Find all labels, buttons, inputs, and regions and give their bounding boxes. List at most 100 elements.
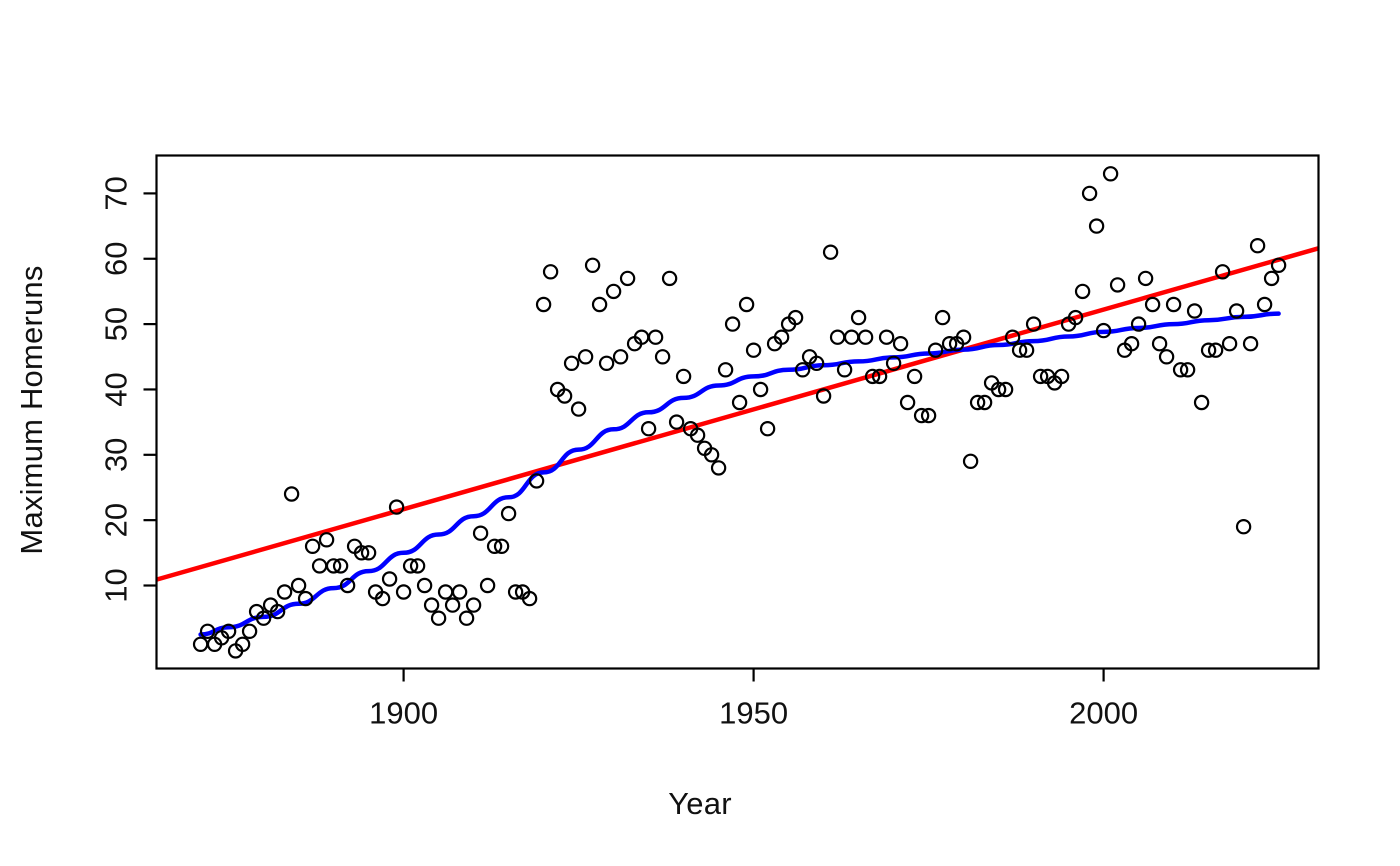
data-point [1179, 362, 1196, 378]
data-point [1123, 336, 1140, 352]
data-point [836, 362, 853, 378]
data-point [521, 590, 538, 607]
data-point [1074, 283, 1091, 300]
data-point [577, 349, 594, 365]
data-point [731, 394, 748, 411]
data-point [829, 329, 846, 345]
data-point [794, 362, 811, 378]
data-point [1186, 303, 1203, 319]
data-point [563, 355, 580, 371]
data-point [1193, 394, 1210, 411]
data-point [913, 407, 930, 424]
data-point [241, 623, 258, 640]
data-point [871, 368, 888, 385]
data-point [1102, 166, 1119, 182]
data-point [1032, 368, 1049, 385]
y-tick-label: 50 [99, 307, 134, 341]
data-point [1053, 368, 1070, 385]
x-tick-label: 1950 [719, 696, 788, 731]
data-point [1067, 309, 1084, 326]
data-point [787, 309, 804, 326]
data-point [283, 486, 300, 502]
data-point [759, 421, 776, 437]
data-point [612, 349, 629, 365]
data-point [430, 610, 447, 626]
data-point [808, 355, 825, 371]
data-point [1172, 362, 1189, 378]
data-point [878, 329, 895, 345]
data-point [472, 525, 489, 541]
data-point [1207, 342, 1224, 358]
x-axis-title: Year [668, 786, 732, 821]
data-point [864, 368, 881, 385]
data-point [710, 460, 727, 476]
data-point [1214, 264, 1231, 280]
data-point [423, 597, 440, 613]
data-point [1242, 336, 1259, 352]
data-point [220, 623, 237, 640]
data-point [437, 584, 454, 600]
data-point [304, 538, 321, 555]
y-axis-title: Maximum Homeruns [14, 265, 49, 555]
data-point [395, 584, 412, 600]
data-point [290, 577, 307, 594]
data-point [668, 414, 685, 430]
data-point [1221, 336, 1238, 352]
data-point [1144, 296, 1161, 313]
data-point [1011, 342, 1028, 358]
data-point [591, 296, 608, 313]
data-point [276, 584, 293, 600]
data-point [990, 381, 1007, 398]
data-point [752, 381, 769, 398]
data-point [325, 558, 342, 574]
data-point [535, 296, 552, 313]
regression-line [155, 246, 1320, 582]
loess-curve [198, 311, 1281, 637]
data-point [192, 636, 209, 653]
data-point [1081, 185, 1098, 202]
data-point [843, 329, 860, 345]
data-point [745, 342, 762, 358]
data-point [997, 381, 1014, 398]
data-point [402, 558, 419, 574]
data-point [815, 388, 832, 404]
data-point [465, 597, 482, 613]
data-point [1004, 329, 1021, 345]
y-tick-label: 40 [99, 372, 134, 406]
plot-border [155, 154, 1320, 670]
data-point [1025, 316, 1042, 332]
data-point [542, 264, 559, 280]
data-point [1249, 237, 1266, 254]
data-point [1137, 270, 1154, 287]
data-point [619, 270, 636, 287]
data-point [927, 342, 944, 358]
data-point [451, 584, 468, 600]
data-point [584, 257, 601, 273]
data-point [1109, 277, 1126, 293]
y-tick-label: 60 [99, 242, 134, 276]
data-point [1095, 322, 1112, 339]
data-point [934, 309, 951, 326]
data-point [969, 394, 986, 411]
data-point [899, 394, 916, 411]
data-point [1018, 342, 1035, 358]
data-point [941, 336, 958, 352]
data-point [906, 368, 923, 385]
data-points [192, 166, 1287, 659]
data-point [640, 421, 657, 437]
data-point [381, 571, 398, 587]
data-point [885, 355, 902, 371]
data-point [1158, 349, 1175, 365]
data-point [962, 453, 979, 469]
y-tick-label: 20 [99, 503, 134, 537]
y-tick-label: 70 [99, 176, 134, 210]
data-point [444, 597, 461, 613]
data-point [892, 336, 909, 352]
data-point [388, 499, 405, 515]
data-point [339, 577, 356, 594]
data-point [311, 558, 328, 574]
data-point [374, 590, 391, 607]
data-point [1200, 342, 1217, 358]
data-point [297, 590, 314, 607]
